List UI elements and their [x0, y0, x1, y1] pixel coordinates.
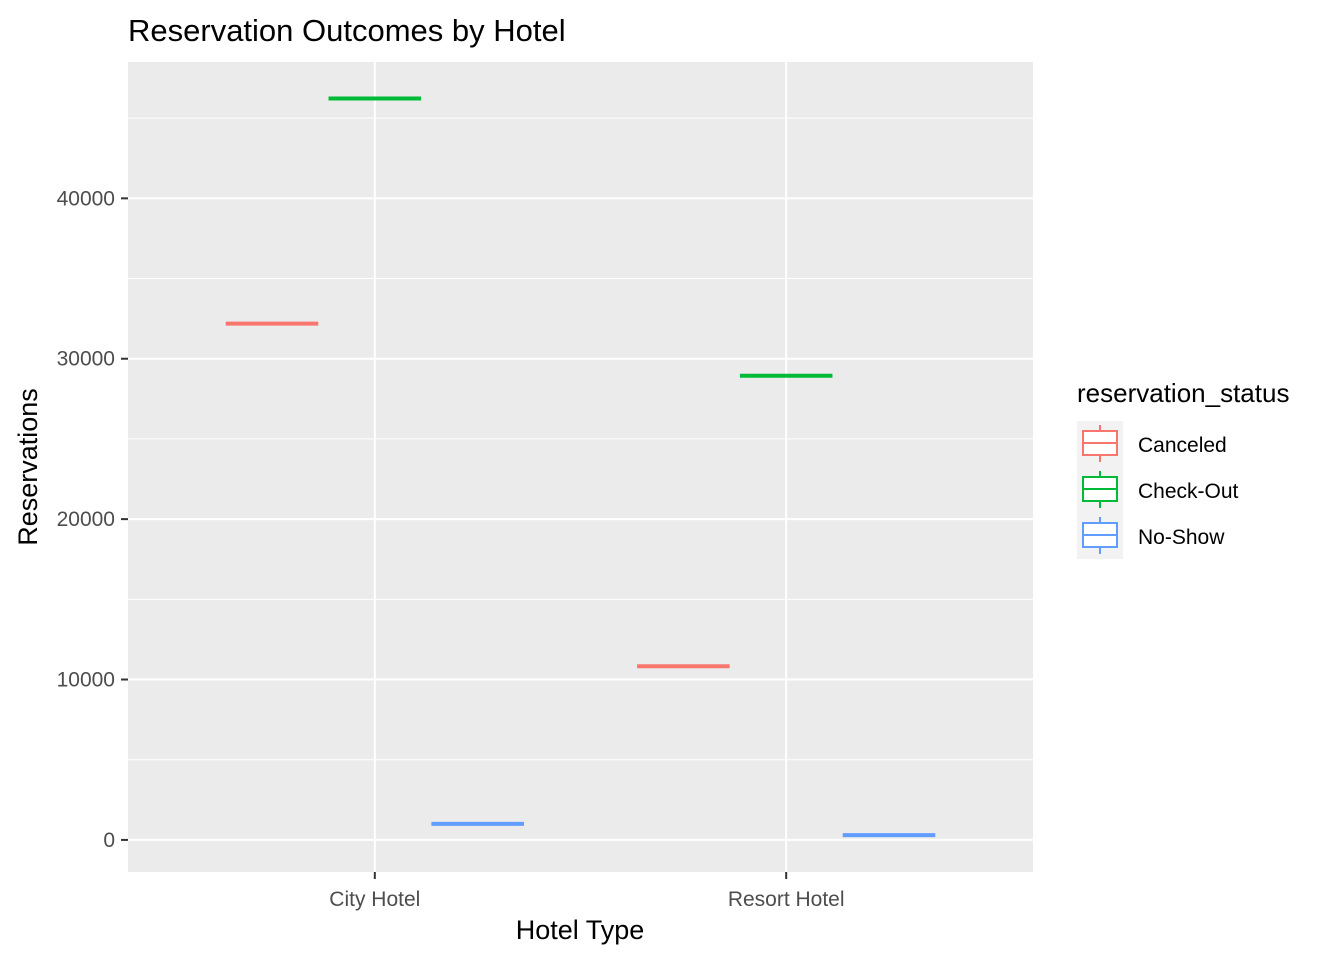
legend-label-canceled: Canceled — [1138, 434, 1227, 457]
grid-layer — [128, 62, 1033, 872]
x-tick-label: City Hotel — [329, 888, 420, 911]
y-tick-label: 10000 — [57, 669, 115, 692]
x-tick-label: Resort Hotel — [728, 888, 845, 911]
x-axis-title: Hotel Type — [516, 915, 645, 945]
marks-layer — [225, 96, 936, 838]
y-tick-label: 0 — [103, 829, 115, 852]
axes-layer: 0 10000 20000 30000 40000 City Hotel Resort Ho… — [57, 187, 845, 911]
y-tick-label: 30000 — [57, 348, 115, 371]
legend-label-no-show: No-Show — [1138, 526, 1225, 549]
legend-title: reservation_status — [1077, 378, 1289, 408]
y-axis-title: Reservations — [13, 388, 43, 546]
y-tick-label: 40000 — [57, 187, 115, 210]
legend: reservation_status Canceled Check-Out No-S… — [1077, 378, 1289, 559]
y-tick-label: 20000 — [57, 508, 115, 531]
legend-label-check-out: Check-Out — [1138, 480, 1239, 503]
plot-panel — [128, 62, 1033, 872]
chart-title: Reservation Outcomes by Hotel — [128, 13, 566, 48]
